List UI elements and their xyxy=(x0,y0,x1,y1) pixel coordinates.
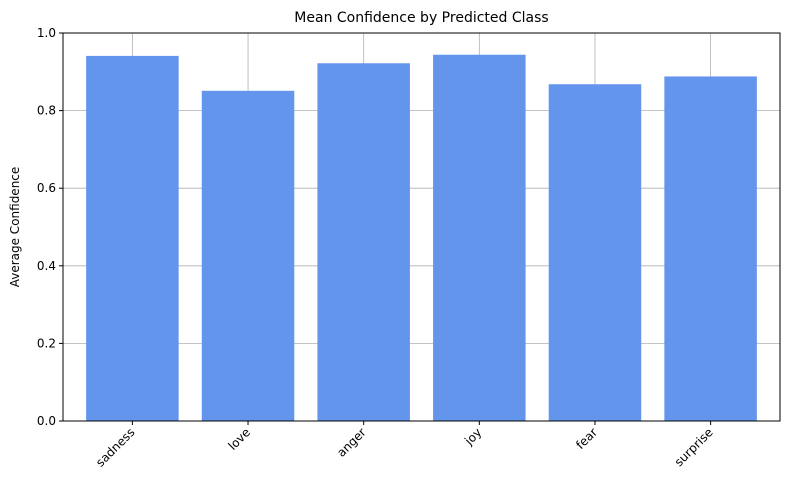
bar-surprise xyxy=(664,76,757,422)
y-tick-label: 0.8 xyxy=(37,104,56,118)
y-tick-label: 0.0 xyxy=(37,414,56,428)
y-tick-label: 0.4 xyxy=(37,259,56,273)
x-tick-label: fear xyxy=(573,425,600,452)
bar-sadness xyxy=(86,55,179,421)
bar-anger xyxy=(317,63,410,421)
x-tick-label: surprise xyxy=(672,425,716,469)
x-tick-label: sadness xyxy=(93,425,137,469)
y-tick-label: 1.0 xyxy=(37,26,56,40)
bars xyxy=(86,54,757,422)
bar-love xyxy=(201,90,295,421)
y-tick-label: 0.2 xyxy=(37,336,56,350)
x-tick-label: joy xyxy=(461,425,484,448)
y-axis: 0.0 0.2 0.4 0.6 0.8 1.0 xyxy=(37,26,63,428)
bar-joy xyxy=(433,54,526,422)
x-tick-label: love xyxy=(225,425,253,453)
y-tick-label: 0.6 xyxy=(37,181,56,195)
bar-fear xyxy=(548,84,642,421)
x-axis: sadness love anger joy fear surprise xyxy=(93,421,716,470)
y-axis-label: Average Confidence xyxy=(8,167,22,288)
plot-frame xyxy=(62,32,781,422)
x-tick-label: anger xyxy=(334,425,369,460)
chart-title: Mean Confidence by Predicted Class xyxy=(294,10,548,26)
